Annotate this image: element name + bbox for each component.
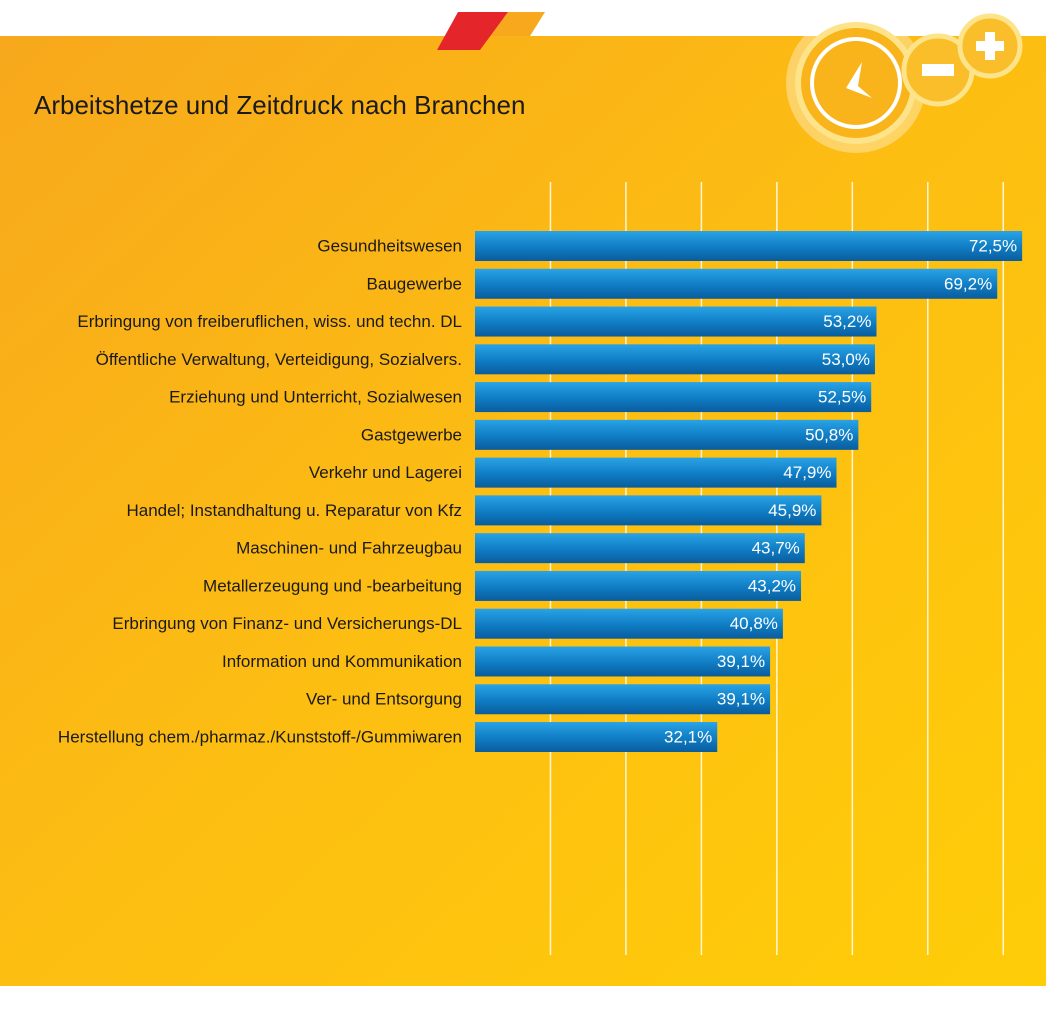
- value-label: 43,2%: [748, 576, 796, 595]
- category-label: Ver- und Entsorgung: [306, 690, 462, 709]
- category-label: Erziehung und Unterricht, Sozialwesen: [169, 388, 462, 407]
- bar: [475, 533, 805, 564]
- bar: [475, 457, 837, 488]
- value-label: 72,5%: [969, 236, 1017, 255]
- bar: [475, 608, 783, 639]
- tab: [490, 12, 545, 36]
- category-label: Metallerzeugung und -bearbeitung: [203, 576, 462, 595]
- category-label: Baugewerbe: [367, 274, 462, 293]
- bar: [475, 646, 771, 677]
- bar: [475, 495, 822, 526]
- value-label: 50,8%: [805, 425, 853, 444]
- value-label: 69,2%: [944, 274, 992, 293]
- bar: [475, 231, 1023, 261]
- bar: [475, 306, 877, 337]
- value-label: 45,9%: [768, 501, 816, 520]
- value-label: 39,1%: [717, 652, 765, 671]
- category-label: Öffentliche Verwaltung, Verteidigung, So…: [96, 350, 462, 369]
- clock-icon: [786, 13, 1023, 153]
- value-label: 32,1%: [664, 727, 712, 746]
- category-label: Handel; Instandhaltung u. Reparatur von …: [127, 501, 463, 520]
- value-label: 39,1%: [717, 690, 765, 709]
- bar: [475, 382, 872, 413]
- chart-title: Arbeitshetze und Zeitdruck nach Branchen: [34, 90, 525, 120]
- value-label: 40,8%: [730, 614, 778, 633]
- value-label: 43,7%: [752, 539, 800, 558]
- category-label: Maschinen- und Fahrzeugbau: [236, 539, 462, 558]
- bar: [475, 344, 875, 375]
- category-label: Herstellung chem./pharmaz./Kunststoff-/G…: [58, 727, 462, 746]
- value-label: 53,0%: [822, 350, 870, 369]
- value-label: 47,9%: [783, 463, 831, 482]
- category-label: Verkehr und Lagerei: [309, 463, 462, 482]
- category-label: Gesundheitswesen: [317, 236, 462, 255]
- value-label: 53,2%: [823, 312, 871, 331]
- bar: [475, 268, 998, 299]
- value-label: 52,5%: [818, 388, 866, 407]
- bar: [475, 419, 859, 450]
- category-label: Erbringung von Finanz- und Versicherungs…: [112, 614, 462, 633]
- bar: [475, 722, 718, 753]
- category-label: Erbringung von freiberuflichen, wiss. un…: [77, 312, 462, 331]
- bar: [475, 684, 771, 715]
- category-label: Gastgewerbe: [361, 425, 462, 444]
- bar: [475, 570, 802, 601]
- red-tab: [437, 12, 508, 50]
- category-label: Information und Kommunikation: [222, 652, 462, 671]
